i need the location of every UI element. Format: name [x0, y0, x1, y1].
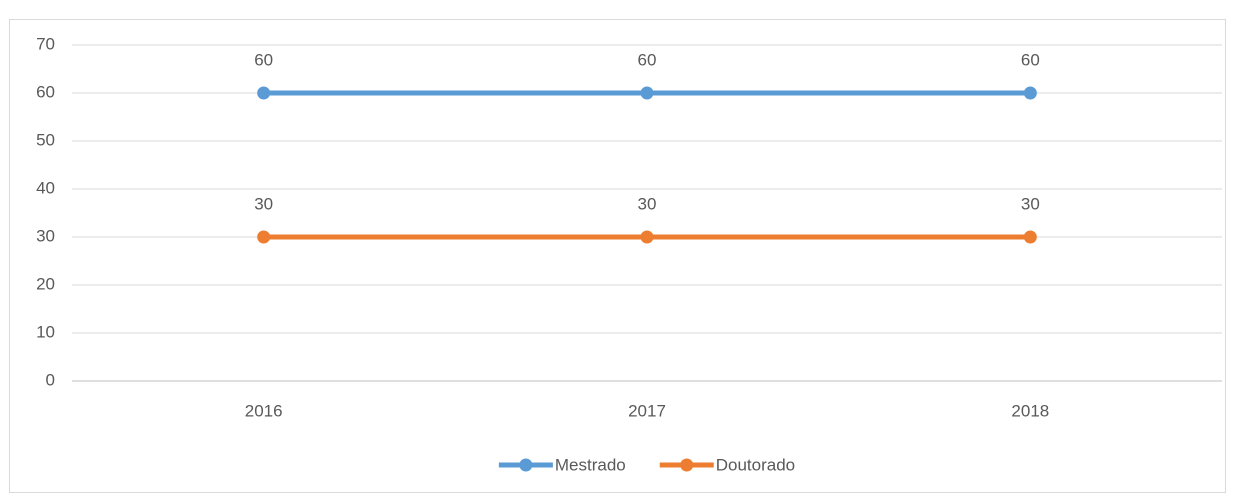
data-label: 30 — [1021, 194, 1040, 213]
y-tick-label: 60 — [36, 82, 55, 101]
data-label: 30 — [254, 194, 273, 213]
legend-marker — [519, 458, 533, 472]
legend-label: Doutorado — [716, 455, 795, 474]
legend-item: Doutorado — [659, 455, 795, 474]
legend: Mestrado Doutorado — [498, 455, 795, 474]
point-marker — [1023, 230, 1037, 244]
point-marker — [640, 86, 654, 100]
y-tick-label: 70 — [36, 34, 55, 53]
x-tick-label: 2018 — [1011, 401, 1049, 420]
legend-item: Mestrado — [498, 455, 626, 474]
data-label: 60 — [254, 50, 273, 69]
data-label: 30 — [638, 194, 657, 213]
legend-marker — [680, 458, 694, 472]
point-marker — [257, 86, 271, 100]
chart-border — [9, 19, 1226, 493]
y-tick-label: 50 — [36, 130, 55, 149]
data-label: 60 — [638, 50, 657, 69]
y-tick-label: 0 — [46, 370, 55, 389]
x-tick-label: 2016 — [245, 401, 283, 420]
y-tick-label: 30 — [36, 226, 55, 245]
point-marker — [1023, 86, 1037, 100]
y-tick-label: 20 — [36, 274, 55, 293]
data-label: 60 — [1021, 50, 1040, 69]
legend-label: Mestrado — [555, 455, 626, 474]
point-marker — [640, 230, 654, 244]
y-tick-label: 10 — [36, 322, 55, 341]
y-tick-label: 40 — [36, 178, 55, 197]
x-tick-label: 2017 — [628, 401, 666, 420]
point-marker — [257, 230, 271, 244]
